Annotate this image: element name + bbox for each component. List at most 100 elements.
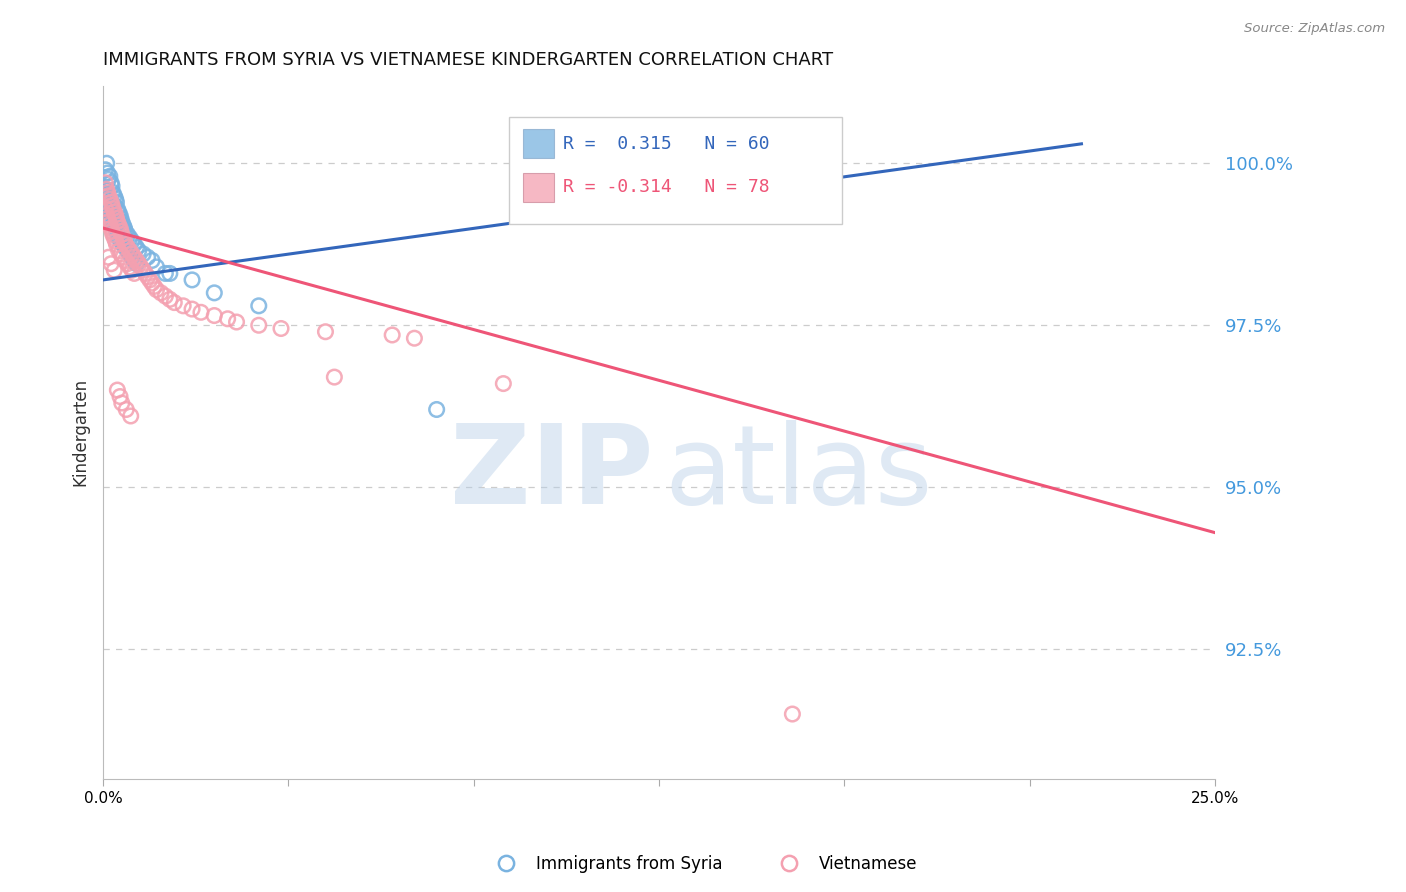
Point — [97, 214, 120, 228]
Point — [96, 156, 118, 170]
Point — [125, 253, 148, 268]
Point — [110, 247, 132, 261]
Point — [118, 244, 141, 258]
Point — [96, 208, 118, 222]
Point — [122, 267, 145, 281]
Point — [128, 244, 150, 258]
Point — [101, 186, 124, 200]
Point — [98, 169, 121, 184]
Point — [97, 186, 120, 200]
Point — [94, 182, 117, 196]
Point — [98, 218, 121, 232]
Legend: Immigrants from Syria, Vietnamese: Immigrants from Syria, Vietnamese — [482, 848, 924, 880]
Point — [122, 237, 145, 252]
Y-axis label: Kindergarten: Kindergarten — [72, 378, 89, 486]
Point — [159, 293, 181, 307]
Point — [120, 409, 142, 423]
Point — [107, 244, 129, 258]
Point — [103, 188, 125, 202]
Point — [112, 218, 135, 232]
Point — [155, 267, 177, 281]
Point — [100, 257, 122, 271]
Point — [426, 402, 449, 417]
Point — [125, 257, 148, 271]
Point — [94, 202, 117, 216]
Point — [155, 289, 177, 303]
Point — [105, 237, 128, 252]
Point — [97, 188, 120, 202]
Point — [112, 250, 135, 264]
Point — [112, 237, 135, 252]
Point — [107, 214, 129, 228]
Point — [118, 260, 141, 274]
Point — [101, 214, 124, 228]
Point — [132, 247, 155, 261]
Point — [117, 257, 139, 271]
Point — [247, 299, 270, 313]
Point — [111, 214, 134, 228]
Point — [103, 218, 125, 232]
Point — [121, 263, 143, 277]
Point — [121, 247, 143, 261]
Point — [98, 202, 121, 216]
Point — [114, 224, 136, 238]
Point — [112, 231, 135, 245]
Text: ZIP: ZIP — [450, 420, 654, 527]
Point — [111, 396, 134, 410]
Point — [121, 250, 143, 264]
Point — [94, 176, 117, 190]
Point — [104, 221, 127, 235]
Point — [492, 376, 515, 391]
Point — [101, 208, 124, 222]
Point — [97, 192, 120, 206]
Point — [101, 178, 124, 193]
Point — [181, 273, 204, 287]
Point — [105, 214, 128, 228]
Point — [141, 276, 163, 290]
Point — [136, 269, 159, 284]
Point — [134, 267, 156, 281]
Point — [103, 263, 125, 277]
Point — [136, 250, 159, 264]
Point — [118, 231, 141, 245]
Point — [103, 198, 125, 212]
Point — [105, 202, 128, 216]
Point — [139, 273, 162, 287]
Point — [118, 247, 141, 261]
Point — [122, 250, 145, 264]
Point — [143, 279, 166, 293]
Text: R = -0.314   N = 78: R = -0.314 N = 78 — [564, 178, 770, 196]
Point — [128, 257, 150, 271]
Point — [114, 253, 136, 268]
FancyBboxPatch shape — [509, 117, 842, 224]
Point — [100, 176, 122, 190]
Point — [404, 331, 426, 345]
Point — [107, 205, 129, 219]
Point — [141, 253, 163, 268]
Point — [96, 211, 118, 226]
Text: R =  0.315   N = 60: R = 0.315 N = 60 — [564, 135, 770, 153]
Point — [145, 260, 167, 274]
Point — [132, 263, 155, 277]
Point — [114, 240, 136, 254]
Point — [107, 218, 129, 232]
Point — [122, 253, 145, 268]
Point — [149, 285, 172, 300]
FancyBboxPatch shape — [523, 129, 554, 158]
Point — [105, 224, 128, 238]
Point — [270, 321, 292, 335]
Point — [104, 192, 127, 206]
Point — [101, 202, 124, 216]
Point — [108, 390, 131, 404]
Point — [101, 227, 124, 242]
Point — [163, 295, 186, 310]
Point — [314, 325, 336, 339]
Point — [103, 231, 125, 245]
Point — [97, 211, 120, 226]
Point — [100, 195, 122, 210]
Point — [110, 224, 132, 238]
Point — [108, 221, 131, 235]
Point — [98, 192, 121, 206]
Point — [105, 211, 128, 226]
Point — [100, 221, 122, 235]
